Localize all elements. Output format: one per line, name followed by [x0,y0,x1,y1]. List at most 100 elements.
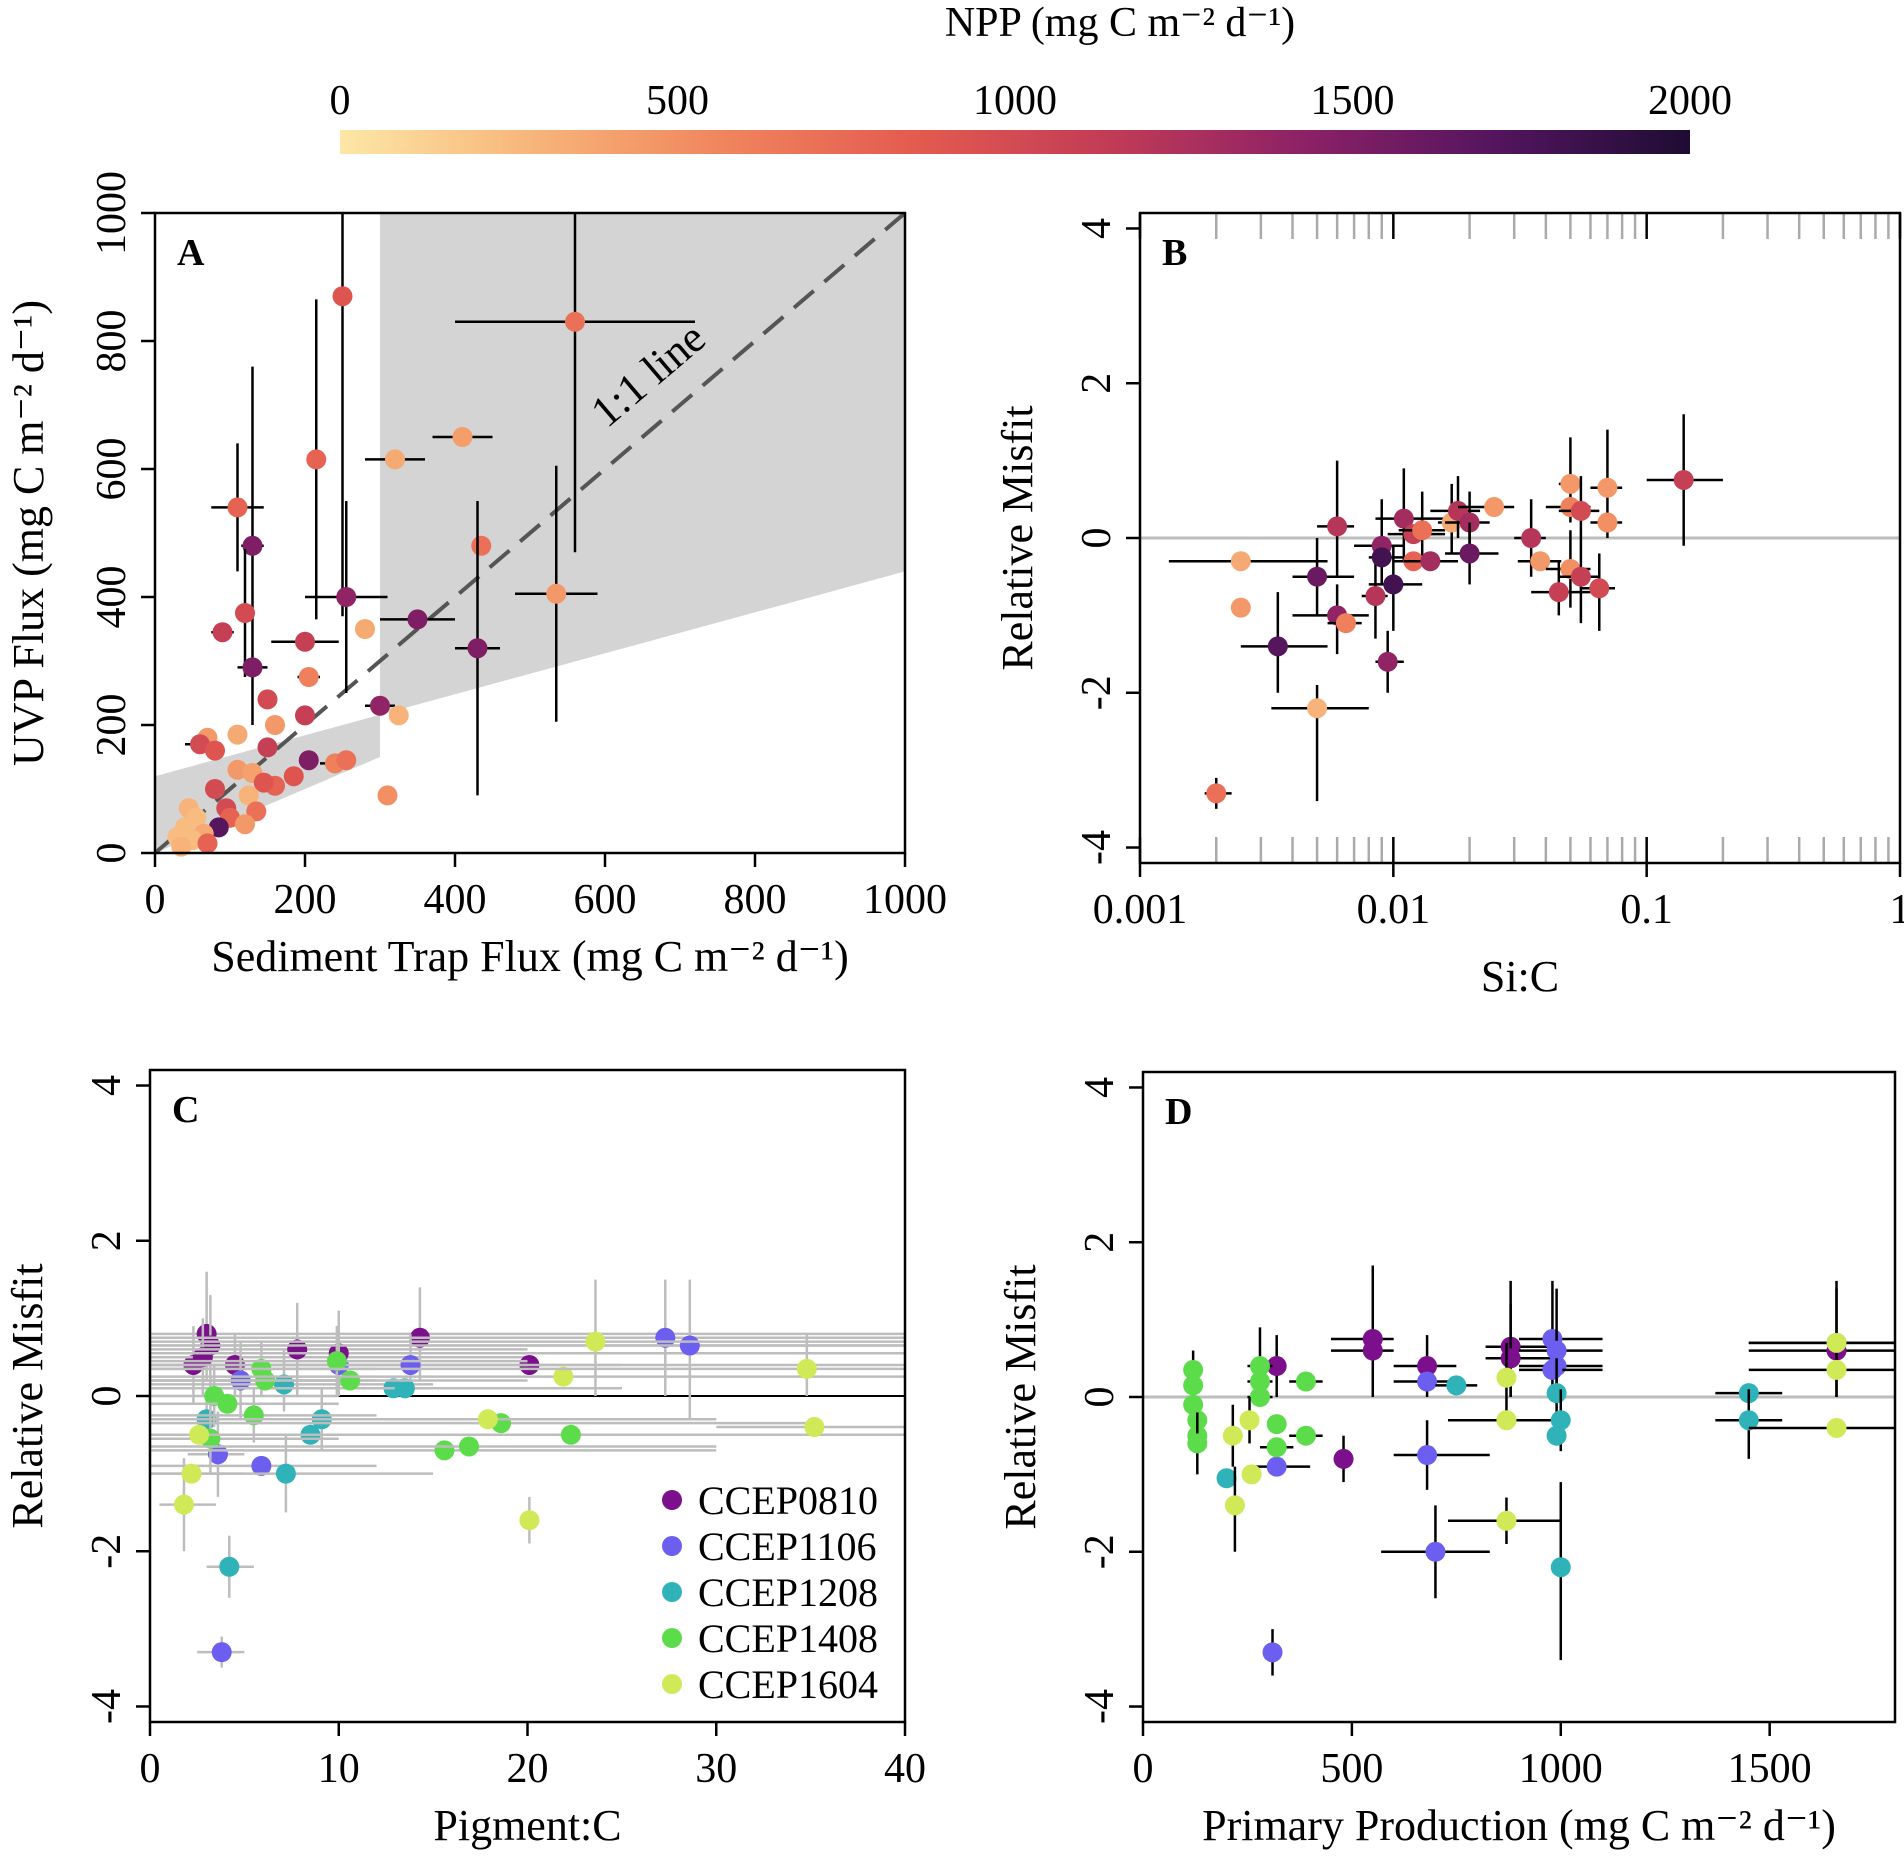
legend-label: CCEP1604 [698,1662,878,1707]
data-point [205,779,225,799]
data-point [1412,520,1433,541]
y-tick-label: -4 [1077,1689,1123,1724]
panel-label: B [1162,232,1187,274]
legend-marker [662,1490,682,1510]
y-tick-label: 0 [1074,528,1120,549]
data-point [173,1494,194,1515]
panel-label: A [177,232,205,274]
data-point [1420,551,1441,572]
data-point [242,657,263,678]
data-point [1560,473,1581,494]
x-tick-label: 0.01 [1357,887,1431,933]
y-tick-label: 2 [1074,373,1120,394]
data-point [212,622,233,643]
data-point [227,497,248,518]
y-tick-label: 600 [89,438,135,501]
data-point [1262,1642,1283,1663]
data-point [1267,636,1288,657]
y-tick-label: 800 [89,310,135,373]
x-tick-label: 200 [274,877,337,923]
log-minor-ticks [1138,213,1902,863]
data-point [340,1370,361,1391]
one-to-one-line [155,213,905,853]
y-axis: 0 200 400 600 800 1000 UVP Flux (mg C m⁻² d⁻¹) [4,171,155,864]
y-tick-label: 1000 [89,171,135,255]
data-point [471,535,492,556]
data-point [257,737,278,758]
data-point [227,759,248,780]
x-axis: 0 500 1000 1500 Primary Production (mg C m⁻²… [1133,1722,1836,1850]
data-point [171,836,192,857]
colorbar-tick-label: 0 [330,78,351,124]
data-point [1496,1510,1517,1531]
y-tick-label: 400 [89,566,135,629]
data-point [1417,1356,1438,1377]
data-point [1570,500,1591,521]
data-point [1546,1340,1567,1361]
x-tick-label: 0 [145,877,166,923]
data-point [1496,1367,1517,1388]
data-point [1206,783,1227,804]
data-point [1500,1348,1521,1369]
data-point [181,1463,202,1484]
x-axis-label: Sediment Trap Flux (mg C m⁻² d⁻¹) [211,932,849,981]
colorbar-tick-label: 2000 [1648,78,1732,124]
colorbar: NPP (mg C m⁻² d⁻¹) 0 500 1000 1500 2000 [330,0,1733,154]
data-point [796,1358,817,1379]
x-axis: 0.001 0.01 0.1 1 Si:C [1093,863,1904,1001]
data-point [370,695,390,716]
data-point [190,734,210,755]
data-point [1335,613,1356,634]
x-tick-label: 1000 [1519,1746,1603,1792]
data-point [519,1510,540,1531]
data-points [1168,414,1723,809]
panel-c: 0 10 20 30 40 Pigment:C -4 -2 0 2 4 Relative Misfit… [3,1068,926,1850]
x-axis-label: Pigment:C [433,1801,621,1850]
data-point [1597,512,1618,533]
colorbar-title: NPP (mg C m⁻² d⁻¹) [945,0,1295,46]
data-point [336,750,357,771]
data-point [332,286,353,307]
y-axis-label: Relative Misfit [996,1264,1045,1529]
y-tick-label: 4 [84,1075,130,1096]
data-point [546,583,567,604]
data-point [1249,1356,1270,1377]
data-point [205,740,225,761]
data-point [1417,1371,1438,1392]
x-tick-label: 600 [574,877,637,923]
x-tick-label: 0 [1133,1746,1154,1792]
data-point [1459,543,1480,564]
data-point [306,449,327,470]
data-point [355,619,375,639]
data-point [1377,651,1398,672]
data-point [1241,1464,1262,1485]
colorbar-tick-label: 1500 [1311,78,1395,124]
data-point [1183,1394,1204,1415]
data-point [1484,497,1505,518]
data-point [1550,1557,1571,1578]
data-point [1266,1356,1287,1377]
x-tick-label: 400 [424,877,487,923]
y-tick-label: -4 [1074,830,1120,865]
data-points [1183,1265,1895,1676]
x-tick-label: 30 [695,1746,737,1792]
data-point [1673,469,1694,490]
data-point [477,1409,498,1430]
data-point [1550,1410,1571,1431]
data-point [1826,1359,1847,1380]
x-axis: 0 10 20 30 40 Pigment:C [140,1722,926,1850]
y-tick-label: 4 [1074,218,1120,239]
data-point [295,705,315,726]
y-tick-label: 0 [84,1386,130,1407]
y-tick-label: 200 [89,694,135,757]
data-point [227,724,248,745]
data-point [1249,1371,1270,1392]
y-axis-label: UVP Flux (mg C m⁻² d⁻¹) [4,300,53,766]
colorbar-tick-labels: 0 500 1000 1500 2000 [330,78,1733,124]
data-point [1222,1425,1243,1446]
data-point [189,1424,210,1445]
data-point [452,427,473,447]
panel-b: 0.001 0.01 0.1 1 Si:C -4 -2 0 2 4 Relative Misfit B [993,211,1904,1001]
x-tick-label: 10 [318,1746,360,1792]
data-point [1542,1359,1563,1380]
